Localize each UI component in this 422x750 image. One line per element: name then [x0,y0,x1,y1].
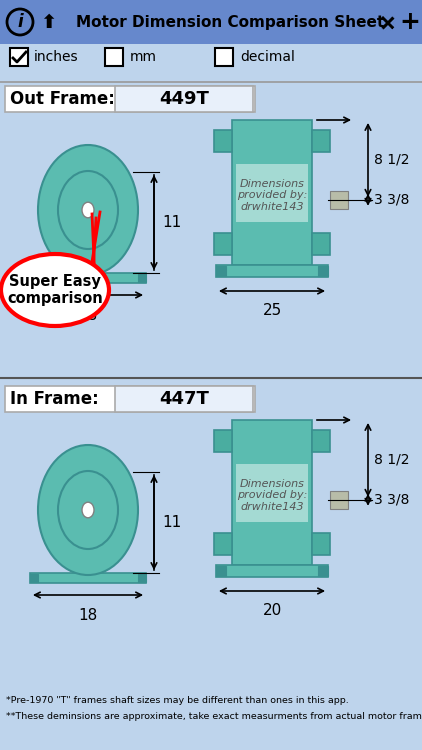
Ellipse shape [82,503,94,518]
FancyBboxPatch shape [214,130,232,152]
Text: Super Easy
comparison: Super Easy comparison [7,274,103,306]
FancyBboxPatch shape [216,565,328,577]
Ellipse shape [58,171,118,249]
FancyBboxPatch shape [30,274,38,282]
Text: Dimensions
provided by:
drwhite143: Dimensions provided by: drwhite143 [237,478,307,512]
Text: In Frame:: In Frame: [10,390,99,408]
Text: 8 1/2: 8 1/2 [374,153,409,167]
Text: inches: inches [34,50,78,64]
FancyBboxPatch shape [215,48,233,66]
FancyBboxPatch shape [105,48,123,66]
FancyBboxPatch shape [330,190,348,208]
Text: 449T: 449T [159,90,209,108]
Text: mm: mm [130,50,157,64]
FancyBboxPatch shape [232,120,312,265]
Text: 3 3/8: 3 3/8 [374,193,409,207]
Text: 18: 18 [78,608,97,623]
Text: 447T: 447T [159,390,209,408]
FancyBboxPatch shape [115,86,253,112]
FancyBboxPatch shape [318,566,328,576]
FancyBboxPatch shape [312,130,330,152]
FancyBboxPatch shape [312,430,330,452]
Text: 11: 11 [162,215,181,230]
FancyBboxPatch shape [216,265,328,277]
Ellipse shape [38,445,138,575]
FancyBboxPatch shape [232,420,312,565]
Ellipse shape [58,471,118,549]
FancyBboxPatch shape [115,386,253,412]
FancyBboxPatch shape [5,386,255,412]
Circle shape [7,9,33,35]
Text: +: + [400,10,420,34]
FancyBboxPatch shape [30,273,146,283]
Ellipse shape [38,145,138,275]
FancyBboxPatch shape [10,48,28,66]
FancyBboxPatch shape [138,274,146,282]
Text: i: i [17,13,23,31]
Text: 20: 20 [262,603,281,618]
FancyBboxPatch shape [30,573,146,583]
FancyBboxPatch shape [214,533,232,555]
FancyBboxPatch shape [312,533,330,555]
Text: 18: 18 [78,308,97,323]
FancyBboxPatch shape [0,0,422,44]
Ellipse shape [82,202,94,217]
FancyBboxPatch shape [216,266,226,276]
FancyBboxPatch shape [312,233,330,255]
Text: Dimensions
provided by:
drwhite143: Dimensions provided by: drwhite143 [237,178,307,212]
Text: **These deminsions are approximate, take exact measurments from actual motor fra: **These deminsions are approximate, take… [6,712,422,721]
FancyBboxPatch shape [330,490,348,508]
Text: 8 1/2: 8 1/2 [374,453,409,466]
Text: decimal: decimal [240,50,295,64]
Text: 3 3/8: 3 3/8 [374,493,409,507]
FancyBboxPatch shape [236,464,308,521]
FancyBboxPatch shape [5,86,255,112]
Text: ⬆: ⬆ [40,13,56,32]
FancyBboxPatch shape [138,574,146,582]
Text: Out Frame:: Out Frame: [10,90,115,108]
Ellipse shape [1,254,109,326]
Text: 25: 25 [262,303,281,318]
Text: Motor Dimension Comparison Sheet: Motor Dimension Comparison Sheet [76,14,384,29]
Text: *Pre-1970 "T" frames shaft sizes may be different than ones in this app.: *Pre-1970 "T" frames shaft sizes may be … [6,696,349,705]
Text: 11: 11 [162,515,181,530]
FancyBboxPatch shape [214,430,232,452]
FancyBboxPatch shape [216,566,226,576]
FancyBboxPatch shape [236,164,308,221]
FancyBboxPatch shape [318,266,328,276]
FancyBboxPatch shape [214,233,232,255]
FancyBboxPatch shape [30,574,38,582]
Text: +: + [372,6,404,38]
